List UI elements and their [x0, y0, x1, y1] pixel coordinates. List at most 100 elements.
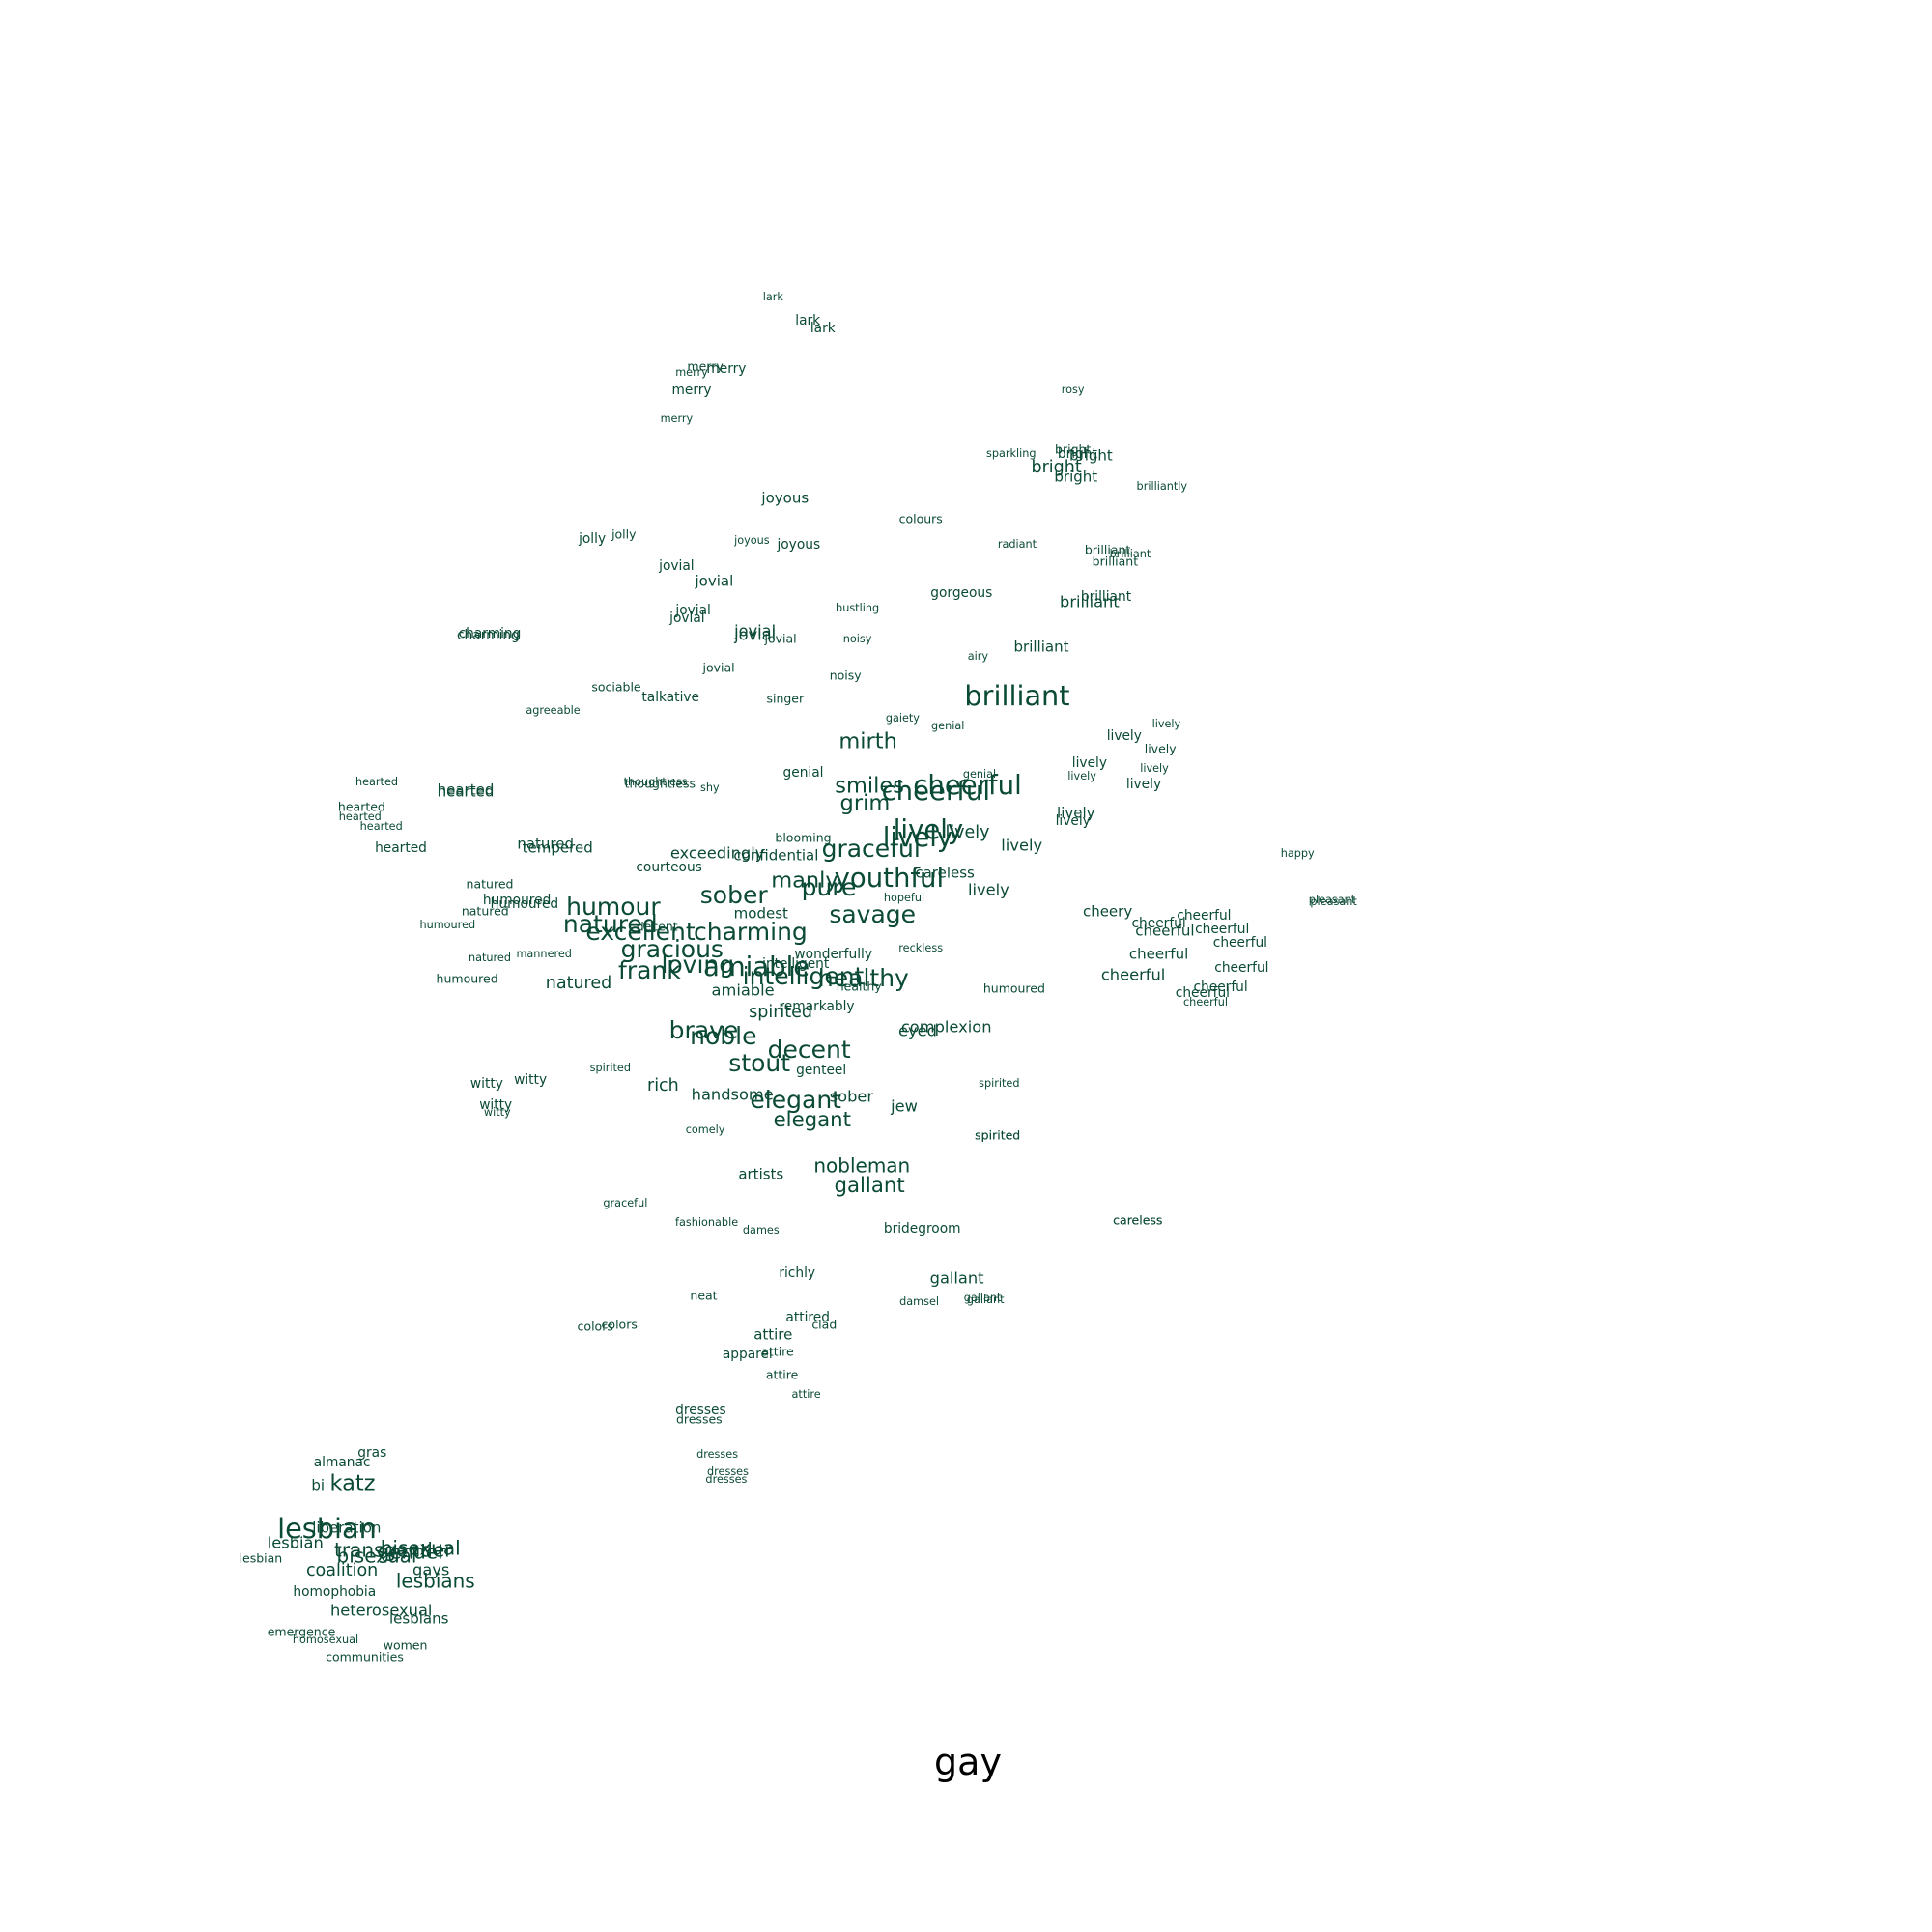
- word-point: bright: [1031, 458, 1081, 477]
- word-point: witty: [470, 1076, 503, 1092]
- word-point: dresses: [705, 1473, 747, 1486]
- word-point: wonderfully: [794, 947, 872, 962]
- word-point: lively: [968, 881, 1009, 899]
- word-point: brilliant: [1110, 548, 1151, 560]
- word-point: singer: [766, 692, 805, 706]
- word-point: spirited: [975, 1128, 1020, 1143]
- word-point: humoured: [983, 981, 1045, 996]
- word-point: attire: [766, 1368, 799, 1382]
- word-point: cheerful: [1129, 946, 1188, 963]
- word-point: charming: [694, 918, 808, 946]
- chart-title: gay: [934, 1741, 1002, 1783]
- word-point: attire: [792, 1388, 821, 1401]
- word-point: lark: [795, 313, 820, 328]
- word-point: stout: [728, 1049, 790, 1077]
- word-point: gallant: [930, 1269, 984, 1288]
- word-point: cheerful: [1177, 908, 1231, 923]
- word-point: decent: [637, 920, 678, 934]
- word-point: attired: [785, 1310, 830, 1325]
- word-point: noisy: [830, 668, 863, 683]
- word-point: katz: [329, 1471, 375, 1496]
- word-point: fashionable: [675, 1216, 738, 1229]
- word-point: bright: [1055, 442, 1091, 457]
- word-point: rosy: [1062, 384, 1085, 396]
- word-point: charming: [457, 628, 520, 643]
- word-point: genteel: [796, 1063, 846, 1078]
- word-point: gender: [377, 1541, 446, 1564]
- word-point: brave: [669, 1016, 739, 1044]
- word-point: healthy: [818, 964, 909, 992]
- word-point: agreeable: [526, 704, 580, 717]
- word-point: blooming: [775, 831, 831, 845]
- word-point: brilliant: [1014, 639, 1069, 656]
- word-point: bisexual: [381, 1537, 461, 1560]
- word-point: colours: [899, 512, 943, 526]
- word-point: smiles: [835, 774, 904, 799]
- word-point: heterosexual: [330, 1602, 433, 1620]
- word-point: lively: [883, 822, 952, 853]
- word-point: jovial: [658, 558, 694, 574]
- word-point: apparel: [723, 1347, 773, 1362]
- word-point: modest: [734, 905, 788, 923]
- word-point: cheerful: [1183, 996, 1228, 1009]
- word-point: bisexual: [337, 1545, 417, 1568]
- word-point: joyous: [760, 490, 809, 507]
- word-point: gracious: [621, 935, 724, 963]
- word-point: damsel: [899, 1295, 939, 1308]
- word-point: transgender: [334, 1539, 453, 1562]
- word-point: dresses: [675, 1403, 726, 1418]
- word-point: lively: [1067, 770, 1096, 782]
- word-point: elegant: [750, 1086, 841, 1114]
- word-point: cheerful: [913, 770, 1021, 801]
- word-point: mannered: [516, 948, 571, 960]
- word-point: noble: [690, 1022, 756, 1050]
- word-point: lively: [1072, 755, 1107, 771]
- word-point: jovial: [695, 573, 734, 590]
- word-point: elegant: [774, 1108, 851, 1132]
- word-point: lively: [1057, 805, 1095, 822]
- word-point: witty: [514, 1072, 547, 1088]
- word-point: bustling: [836, 602, 879, 614]
- word-point: spirited: [749, 1003, 812, 1022]
- word-point: liberation: [312, 1520, 381, 1537]
- word-point: hopeful: [884, 892, 924, 904]
- word-point: talkative: [641, 690, 699, 705]
- word-point: cheerful: [1195, 922, 1249, 937]
- word-point: genial: [963, 768, 996, 781]
- word-point: cheerful: [1213, 935, 1267, 951]
- word-point: frank: [618, 956, 681, 984]
- word-point: gallant: [967, 1293, 1005, 1306]
- word-point: merry: [661, 412, 694, 425]
- word-point: jew: [890, 1097, 918, 1116]
- word-point: natured: [517, 836, 574, 853]
- word-point: bright: [1058, 446, 1098, 462]
- word-point: spirited: [590, 1062, 631, 1074]
- word-point: sparkling: [986, 447, 1037, 460]
- word-point: loving: [661, 951, 734, 979]
- word-point: gorgeous: [930, 585, 992, 601]
- word-point: exceedingly: [670, 844, 765, 863]
- word-point: courteous: [636, 860, 701, 875]
- word-point: careless: [1113, 1213, 1162, 1228]
- word-point: savage: [829, 900, 916, 928]
- word-point: dames: [743, 1224, 780, 1236]
- word-point: dresses: [676, 1412, 723, 1427]
- word-point: emergence: [268, 1625, 336, 1639]
- word-point: richly: [779, 1265, 815, 1281]
- word-point: thoughtless: [625, 777, 696, 791]
- word-point: merry: [687, 359, 724, 374]
- word-point: intelligent: [762, 956, 830, 972]
- word-point: humoured: [483, 893, 552, 908]
- word-point: hearted: [338, 800, 385, 814]
- word-point: spirited: [975, 1128, 1020, 1143]
- word-point: happy: [1281, 847, 1315, 860]
- word-point: healthy: [837, 980, 883, 994]
- word-point: humour: [566, 893, 661, 921]
- word-point: excellent: [585, 918, 696, 946]
- word-point: colors: [602, 1318, 638, 1332]
- word-point: cheerful: [1176, 985, 1230, 1001]
- word-point: grim: [840, 791, 891, 816]
- word-points-layer: larklarklarkmerrymerrymerrymerrymerryros…: [240, 291, 1358, 1664]
- word-point: gaiety: [886, 712, 920, 724]
- word-point: sober: [830, 1088, 874, 1106]
